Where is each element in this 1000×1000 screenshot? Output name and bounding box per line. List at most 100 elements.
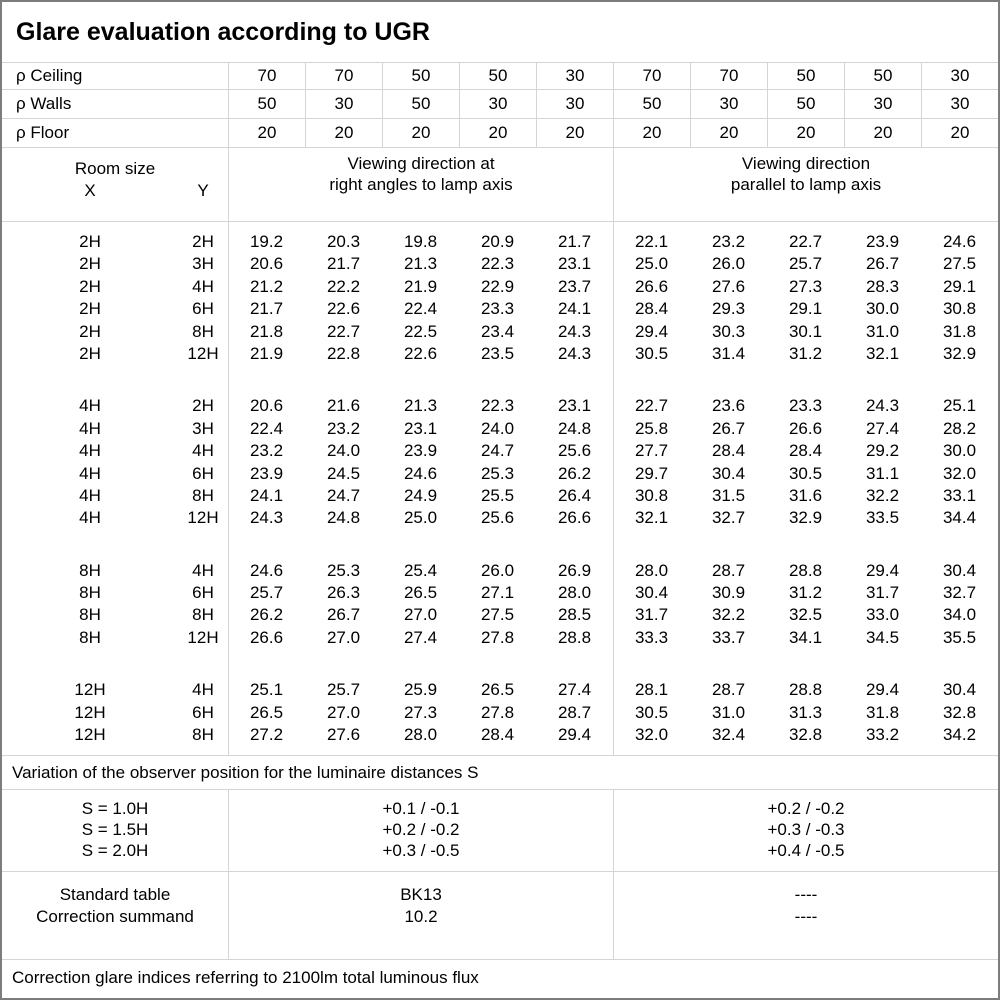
table-row: 4H 3H 22.4 23.2 23.1 24.0 24.8 25.8 26.7 26.6 27.4… [2,418,998,440]
room-size-block: 2H 2H 19.2 20.3 19.8 20.9 21.7 22.1 23.2 22.7 23.9… [2,231,998,365]
col-header-x: X [84,181,96,200]
s-values-parallel: +0.2 / -0.2 +0.3 / -0.3 +0.4 / -0.5 [613,790,998,871]
ugr-data-area: 2H 2H 19.2 20.3 19.8 20.9 21.7 22.1 23.2 22.7 23.9… [2,222,998,756]
ugr-value-cell: 33.0 [865,605,900,625]
ugr-value-cell: 26.4 [557,485,592,505]
ugr-value-cell: 28.0 [557,583,592,603]
ugr-value-cell: 32.7 [711,508,746,528]
room-x-cell: 4H [79,396,101,416]
rho-value-cell: 20 [690,119,767,147]
reflectance-rows: ρ Ceiling 70 70 50 50 30 70 70 50 50 30 ρ Walls 50 30… [2,63,998,148]
room-x-cell: 4H [79,441,101,461]
ugr-value-cell: 24.8 [326,508,361,528]
observer-variation-section: S = 1.0H S = 1.5H S = 2.0H +0.1 / -0.1 +0.2… [2,790,998,872]
table-row: 4H 6H 23.9 24.5 24.6 25.3 26.2 29.7 30.4 30.5 31.1… [2,463,998,485]
ugr-value-cell: 32.5 [788,605,823,625]
room-x-cell: 2H [79,254,101,274]
standard-table-section: Standard table Correction summand BK13 10.… [2,872,998,960]
room-x-cell: 12H [74,680,106,700]
footer-note-row: Correction glare indices referring to 21… [2,960,998,998]
ugr-value-cell: 31.8 [942,321,977,341]
table-row: 4H 12H 24.3 24.8 25.0 25.6 26.6 32.1 32.7 32.9 33.… [2,507,998,529]
ugr-value-cell: 34.5 [865,627,900,647]
ugr-value-cell: 31.2 [788,583,823,603]
room-x-cell: 8H [79,560,101,580]
standard-row-label: Correction summand [36,907,194,926]
s-values-right-angles: +0.1 / -0.1 +0.2 / -0.2 +0.3 / -0.5 [228,790,613,871]
ugr-value-cell: 32.0 [634,725,669,745]
room-y-cell: 8H [192,605,214,625]
ugr-value-cell: 19.2 [249,232,284,251]
room-y-cell: 4H [192,680,214,700]
ugr-value-cell: 26.7 [711,418,746,438]
ugr-value-cell: 24.0 [326,441,361,461]
ugr-value-cell: 22.6 [326,299,361,319]
ugr-value-cell: 23.1 [557,396,592,416]
room-y-cell: 6H [192,702,214,722]
ugr-value-cell: 33.1 [942,485,977,505]
ugr-value-cell: 26.3 [326,583,361,603]
table-row: 2H 4H 21.2 22.2 21.9 22.9 23.7 26.6 27.6 27.3 28.3… [2,276,998,298]
ugr-value-cell: 25.7 [249,583,284,603]
ugr-value-cell: 31.3 [788,702,823,722]
ugr-value-cell: 22.2 [326,276,361,296]
s-distance-label: S = 2.0H [81,841,149,860]
ugr-value-cell: 25.6 [557,441,592,461]
room-y-cell: 4H [192,441,214,461]
ugr-value-cell: 23.6 [711,396,746,416]
ugr-value-cell: 34.2 [942,725,977,745]
ugr-value-cell: 32.2 [865,485,900,505]
s-distance-label: S = 1.0H [81,799,149,818]
ugr-value-cell: 28.2 [942,418,977,438]
ugr-value-cell: 21.2 [249,276,284,296]
ugr-value-cell: 29.4 [634,321,669,341]
ugr-value-cell: 27.6 [326,725,361,745]
ugr-value-cell: 34.1 [788,627,823,647]
ugr-value-cell: 30.0 [942,441,977,461]
s-distance-labels: S = 1.0H S = 1.5H S = 2.0H [2,790,228,871]
rho-value-cell: 30 [921,90,998,118]
room-y-cell: 8H [192,321,214,341]
ugr-value-cell: 28.7 [557,702,592,722]
ugr-value-cell: 28.8 [788,680,823,700]
ugr-value-cell: 30.8 [942,299,977,319]
ugr-value-cell: 28.7 [711,680,746,700]
ugr-value-cell: 35.5 [942,627,977,647]
ugr-value-cell: 34.4 [942,508,977,528]
rho-value-cell: 50 [459,63,536,89]
room-x-cell: 2H [79,232,101,251]
ugr-value-cell: 22.3 [480,396,515,416]
ugr-value-cell: 28.4 [788,441,823,461]
ugr-value-cell: 24.7 [480,441,515,461]
table-row: 12H 8H 27.2 27.6 28.0 28.4 29.4 32.0 32.4 32.8 33.… [2,724,998,746]
table-row: 4H 8H 24.1 24.7 24.9 25.5 26.4 30.8 31.5 31.6 32.2… [2,485,998,507]
ugr-value-cell: 22.9 [480,276,515,296]
ugr-value-cell: 32.9 [942,343,977,363]
ugr-value-cell: 30.5 [634,343,669,363]
ugr-value-cell: 27.8 [480,627,515,647]
ugr-value-cell: 32.4 [711,725,746,745]
ugr-value-cell: 28.4 [711,441,746,461]
ugr-value-cell: 23.9 [865,232,900,251]
rho-value-cell: 20 [767,119,844,147]
ugr-value-cell: 27.3 [403,702,438,722]
ugr-value-cell: 32.9 [788,508,823,528]
ugr-value-cell: 26.7 [865,254,900,274]
ugr-value-cell: 27.4 [557,680,592,700]
rho-row: ρ Walls 50 30 50 30 30 50 30 50 30 30 [2,90,998,119]
ugr-value-cell: 24.7 [326,485,361,505]
group-header-line: Viewing direction at [347,154,495,173]
ugr-value-cell: 31.8 [865,702,900,722]
ugr-value-cell: 21.7 [326,254,361,274]
room-x-cell: 2H [79,299,101,319]
room-y-cell: 4H [192,276,214,296]
standard-row-value: ---- [794,885,818,904]
standard-values-parallel: ---- ---- [613,872,998,959]
s-correction-value: +0.1 / -0.1 [382,799,460,818]
rho-value-cell: 70 [613,63,690,89]
ugr-value-cell: 22.6 [403,343,438,363]
rho-value-cell: 30 [536,90,613,118]
ugr-value-cell: 21.7 [249,299,284,319]
room-size-block: 4H 2H 20.6 21.6 21.3 22.3 23.1 22.7 23.6 23.3 24.3… [2,395,998,529]
ugr-value-cell: 21.7 [557,232,592,251]
